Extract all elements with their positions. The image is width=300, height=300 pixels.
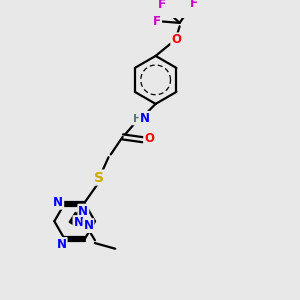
Text: N: N — [74, 216, 83, 229]
Text: O: O — [171, 33, 181, 46]
Text: N: N — [78, 205, 88, 218]
Text: N: N — [53, 196, 63, 209]
Text: N: N — [140, 112, 150, 125]
Text: H: H — [133, 114, 142, 124]
Text: F: F — [153, 15, 161, 28]
Text: N: N — [57, 238, 67, 251]
Text: S: S — [94, 170, 103, 184]
Text: F: F — [158, 0, 166, 11]
Text: F: F — [190, 0, 198, 11]
Text: N: N — [83, 219, 93, 232]
Text: O: O — [144, 132, 154, 145]
